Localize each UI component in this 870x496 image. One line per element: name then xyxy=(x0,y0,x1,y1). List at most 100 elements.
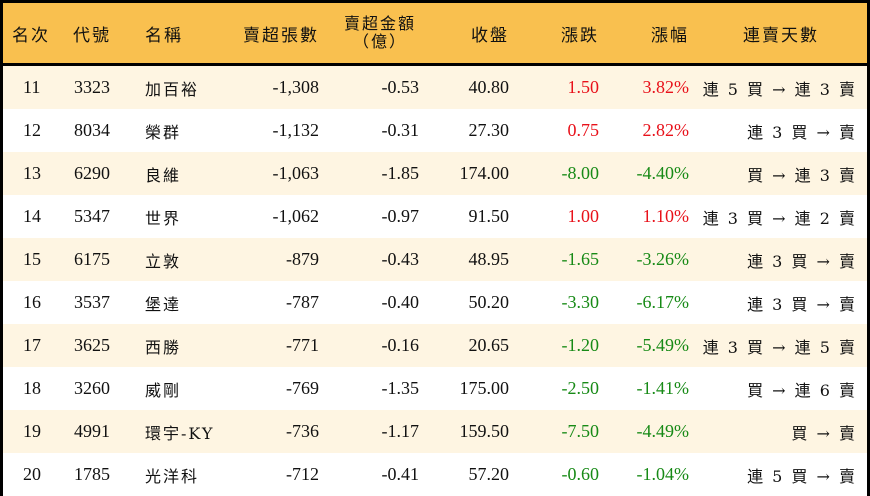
net-sell-amount-cell: -0.16 xyxy=(381,335,420,355)
name-cell: 良維 xyxy=(145,165,182,185)
name-cell: 世界 xyxy=(145,208,182,228)
code-cell: 5347 xyxy=(74,206,110,226)
change-pct-cell: -1.41% xyxy=(636,378,690,398)
header-net-sell-amount: 賣超金額 （億） xyxy=(340,3,420,63)
net-sell-amount-cell: -1.35 xyxy=(381,378,420,398)
rank-cell: 11 xyxy=(23,77,41,97)
header-change-pct: 漲幅 xyxy=(651,25,689,46)
table-row: 17 3625 西勝 -771 -0.16 20.65 -1.20 -5.49%… xyxy=(3,324,867,367)
code-cell: 3323 xyxy=(74,77,110,97)
name-cell: 西勝 xyxy=(145,337,182,357)
streak-cell: 連 5 買 → 連 3 賣 xyxy=(702,79,857,99)
name-cell: 威剛 xyxy=(145,380,182,400)
change-pct-cell: -3.26% xyxy=(636,249,690,269)
change-pct-cell: -4.49% xyxy=(636,421,690,441)
table-row: 14 5347 世界 -1,062 -0.97 91.50 1.00 1.10%… xyxy=(3,195,867,238)
header-net-sell-amount-line2: （億） xyxy=(352,32,407,51)
streak-cell: 連 3 買 → 連 2 賣 xyxy=(702,208,857,228)
name-cell: 環宇-KY xyxy=(145,423,215,443)
rank-cell: 17 xyxy=(23,335,41,355)
net-sell-amount-cell: -1.17 xyxy=(381,421,420,441)
streak-cell: 買 → 賣 xyxy=(791,423,857,443)
change-cell: 0.75 xyxy=(567,120,600,140)
header-close: 收盤 xyxy=(471,25,509,46)
code-cell: 6175 xyxy=(74,249,110,269)
close-cell: 50.20 xyxy=(468,292,510,312)
net-sell-lots-cell: -712 xyxy=(286,464,319,484)
change-pct-cell: 1.10% xyxy=(642,206,690,226)
code-cell: 3260 xyxy=(74,378,110,398)
header-change: 漲跌 xyxy=(561,25,599,46)
table-row: 12 8034 榮群 -1,132 -0.31 27.30 0.75 2.82%… xyxy=(3,109,867,152)
close-cell: 27.30 xyxy=(468,120,510,140)
change-cell: -3.30 xyxy=(561,292,600,312)
net-sell-lots-cell: -1,063 xyxy=(272,163,320,183)
change-cell: -7.50 xyxy=(561,421,600,441)
net-sell-amount-cell: -0.40 xyxy=(381,292,420,312)
code-cell: 6290 xyxy=(74,163,110,183)
net-sell-amount-cell: -0.43 xyxy=(381,249,420,269)
rank-cell: 16 xyxy=(23,292,41,312)
code-cell: 8034 xyxy=(74,120,110,140)
change-cell: -2.50 xyxy=(561,378,600,398)
change-cell: 1.50 xyxy=(567,77,600,97)
net-sell-amount-cell: -0.31 xyxy=(381,120,420,140)
name-cell: 加百裕 xyxy=(145,79,200,99)
name-cell: 榮群 xyxy=(145,122,182,142)
table-header: 名次 代號 名稱 賣超張數 賣超金額 （億） 收盤 漲跌 漲幅 連賣天數 xyxy=(3,3,867,66)
close-cell: 48.95 xyxy=(468,249,510,269)
code-cell: 3537 xyxy=(74,292,110,312)
streak-cell: 連 5 買 → 賣 xyxy=(747,466,857,486)
code-cell: 4991 xyxy=(74,421,110,441)
name-cell: 立敦 xyxy=(145,251,182,271)
change-pct-cell: 3.82% xyxy=(642,77,690,97)
table-row: 16 3537 堡達 -787 -0.40 50.20 -3.30 -6.17%… xyxy=(3,281,867,324)
rank-cell: 19 xyxy=(23,421,41,441)
change-cell: -0.60 xyxy=(561,464,600,484)
table-row: 19 4991 環宇-KY -736 -1.17 159.50 -7.50 -4… xyxy=(3,410,867,453)
close-cell: 20.65 xyxy=(468,335,510,355)
close-cell: 175.00 xyxy=(459,378,510,398)
rank-cell: 20 xyxy=(23,464,41,484)
streak-cell: 連 3 買 → 賣 xyxy=(747,294,857,314)
close-cell: 174.00 xyxy=(459,163,510,183)
net-sell-lots-cell: -787 xyxy=(286,292,319,312)
change-pct-cell: -6.17% xyxy=(636,292,690,312)
header-rank: 名次 xyxy=(12,25,50,46)
close-cell: 57.20 xyxy=(468,464,510,484)
header-name: 名稱 xyxy=(145,25,183,46)
net-sell-lots-cell: -771 xyxy=(286,335,319,355)
net-sell-amount-cell: -0.41 xyxy=(381,464,420,484)
net-sell-lots-cell: -769 xyxy=(286,378,319,398)
change-cell: -1.65 xyxy=(561,249,600,269)
table-row: 18 3260 威剛 -769 -1.35 175.00 -2.50 -1.41… xyxy=(3,367,867,410)
code-cell: 1785 xyxy=(74,464,110,484)
streak-cell: 連 3 買 → 賣 xyxy=(747,122,857,142)
rank-cell: 14 xyxy=(23,206,41,226)
streak-cell: 連 3 買 → 連 5 賣 xyxy=(702,337,857,357)
streak-cell: 買 → 連 6 賣 xyxy=(747,380,857,400)
net-sell-lots-cell: -1,308 xyxy=(272,77,320,97)
close-cell: 159.50 xyxy=(459,421,510,441)
table-row: 15 6175 立敦 -879 -0.43 48.95 -1.65 -3.26%… xyxy=(3,238,867,281)
change-pct-cell: -4.40% xyxy=(636,163,690,183)
header-code: 代號 xyxy=(73,25,111,46)
change-cell: -1.20 xyxy=(561,335,600,355)
net-sell-lots-cell: -736 xyxy=(286,421,319,441)
change-cell: 1.00 xyxy=(567,206,600,226)
net-sell-lots-cell: -1,062 xyxy=(272,206,320,226)
header-net-sell-amount-line1: 賣超金額 xyxy=(343,14,416,33)
net-sell-amount-cell: -0.53 xyxy=(381,77,420,97)
net-sell-lots-cell: -1,132 xyxy=(272,120,320,140)
rank-cell: 15 xyxy=(23,249,41,269)
rank-cell: 18 xyxy=(23,378,41,398)
streak-cell: 買 → 連 3 賣 xyxy=(747,165,857,185)
change-pct-cell: 2.82% xyxy=(642,120,690,140)
code-cell: 3625 xyxy=(74,335,110,355)
rank-cell: 12 xyxy=(23,120,41,140)
net-sell-amount-cell: -0.97 xyxy=(381,206,420,226)
close-cell: 91.50 xyxy=(468,206,510,226)
net-sell-amount-cell: -1.85 xyxy=(381,163,420,183)
header-streak: 連賣天數 xyxy=(743,25,819,46)
